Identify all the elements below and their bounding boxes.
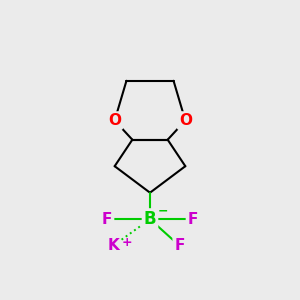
Text: O: O: [179, 113, 192, 128]
Text: F: F: [188, 212, 198, 227]
Text: K: K: [107, 238, 119, 253]
Text: B: B: [144, 210, 156, 228]
Text: +: +: [121, 236, 132, 249]
Text: O: O: [108, 113, 121, 128]
Text: −: −: [158, 204, 169, 218]
Text: F: F: [174, 238, 184, 253]
Text: F: F: [102, 212, 112, 227]
